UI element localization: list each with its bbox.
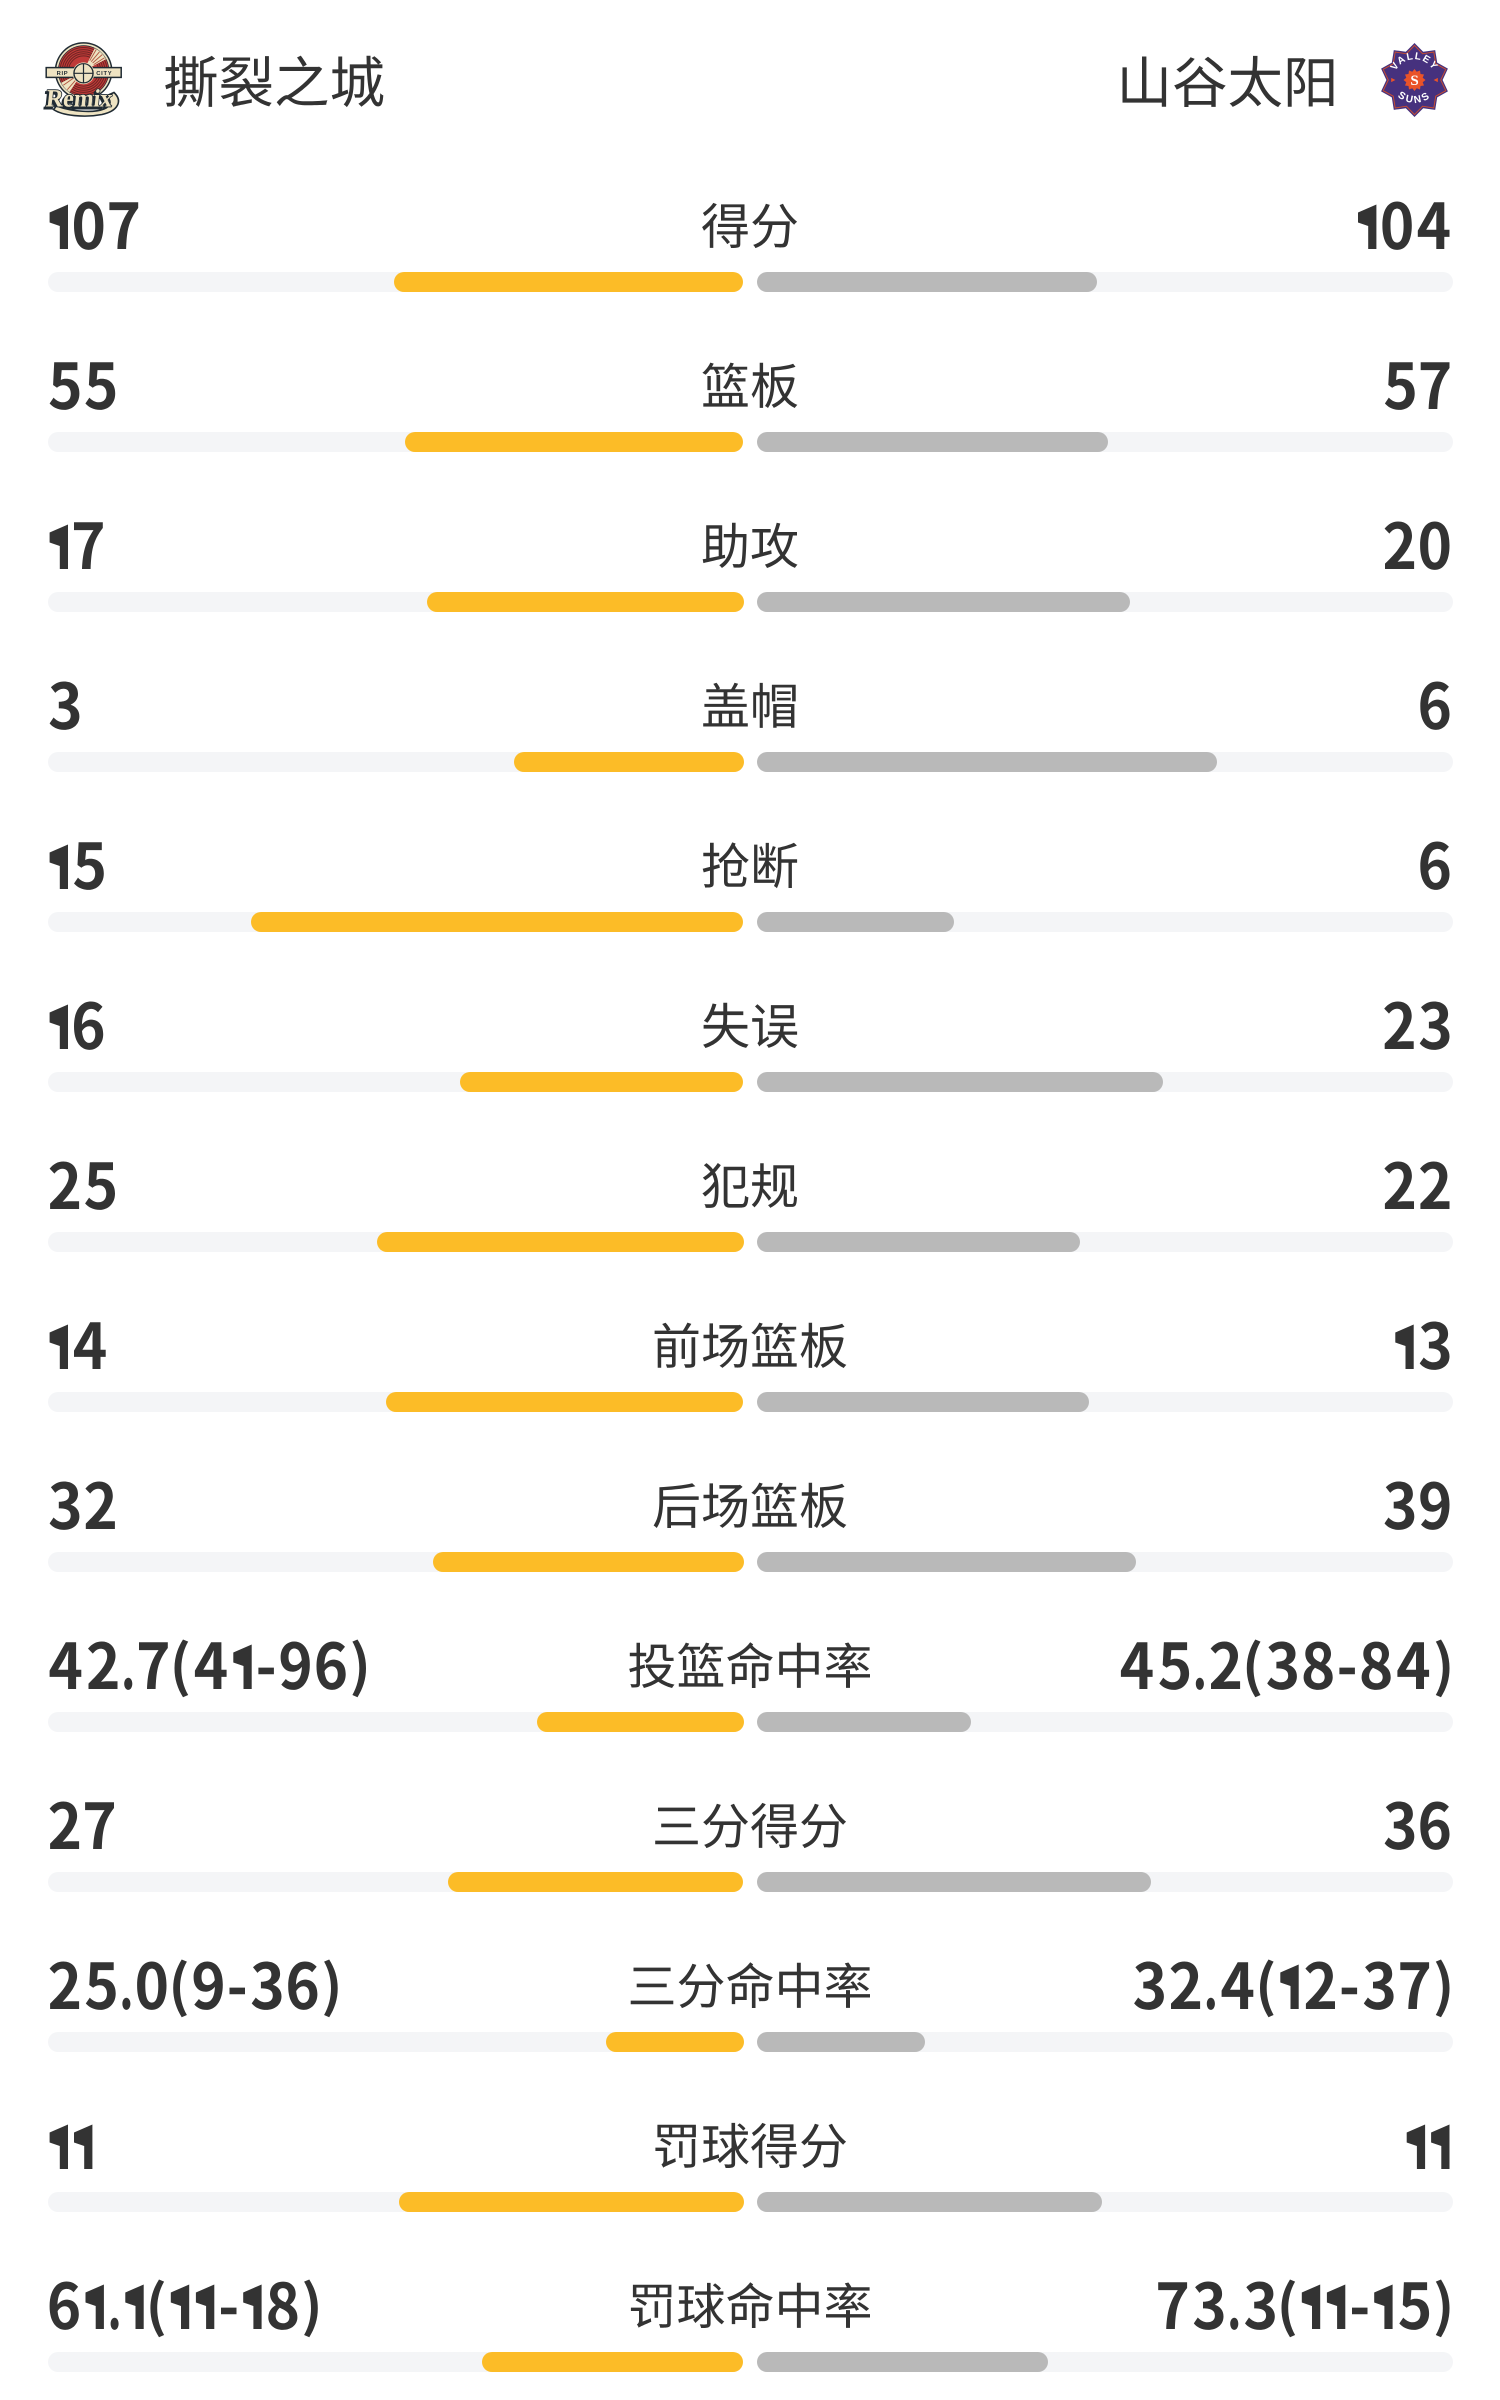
svg-text:Remix: Remix [45,86,114,113]
svg-text:S: S [1410,73,1418,89]
svg-text:CITY: CITY [96,71,112,77]
svg-text:RIP: RIP [57,71,69,77]
